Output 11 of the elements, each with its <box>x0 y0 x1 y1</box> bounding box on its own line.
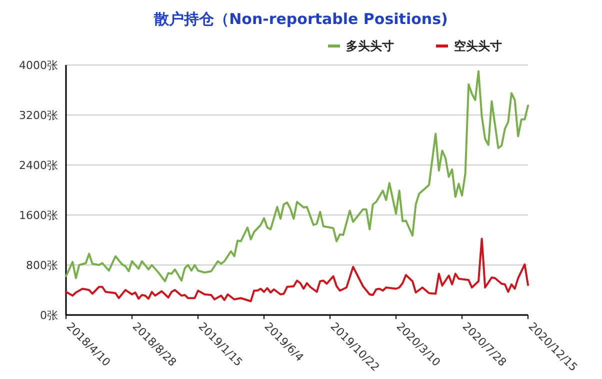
y-tick-label: 3200张 <box>19 109 58 122</box>
y-tick-label: 800张 <box>26 259 58 272</box>
chart-title: 散户持仓（Non-reportable Positions) <box>153 10 448 28</box>
y-tick-label: 2400张 <box>19 159 58 172</box>
legend-label: 多头头寸 <box>346 39 394 53</box>
legend-label: 空头头寸 <box>454 39 502 53</box>
line-series <box>65 238 529 302</box>
y-tick-label: 1600张 <box>19 209 58 222</box>
y-tick-label: 0张 <box>40 309 58 322</box>
line-series <box>65 70 529 282</box>
y-tick-label: 4000张 <box>19 59 58 72</box>
